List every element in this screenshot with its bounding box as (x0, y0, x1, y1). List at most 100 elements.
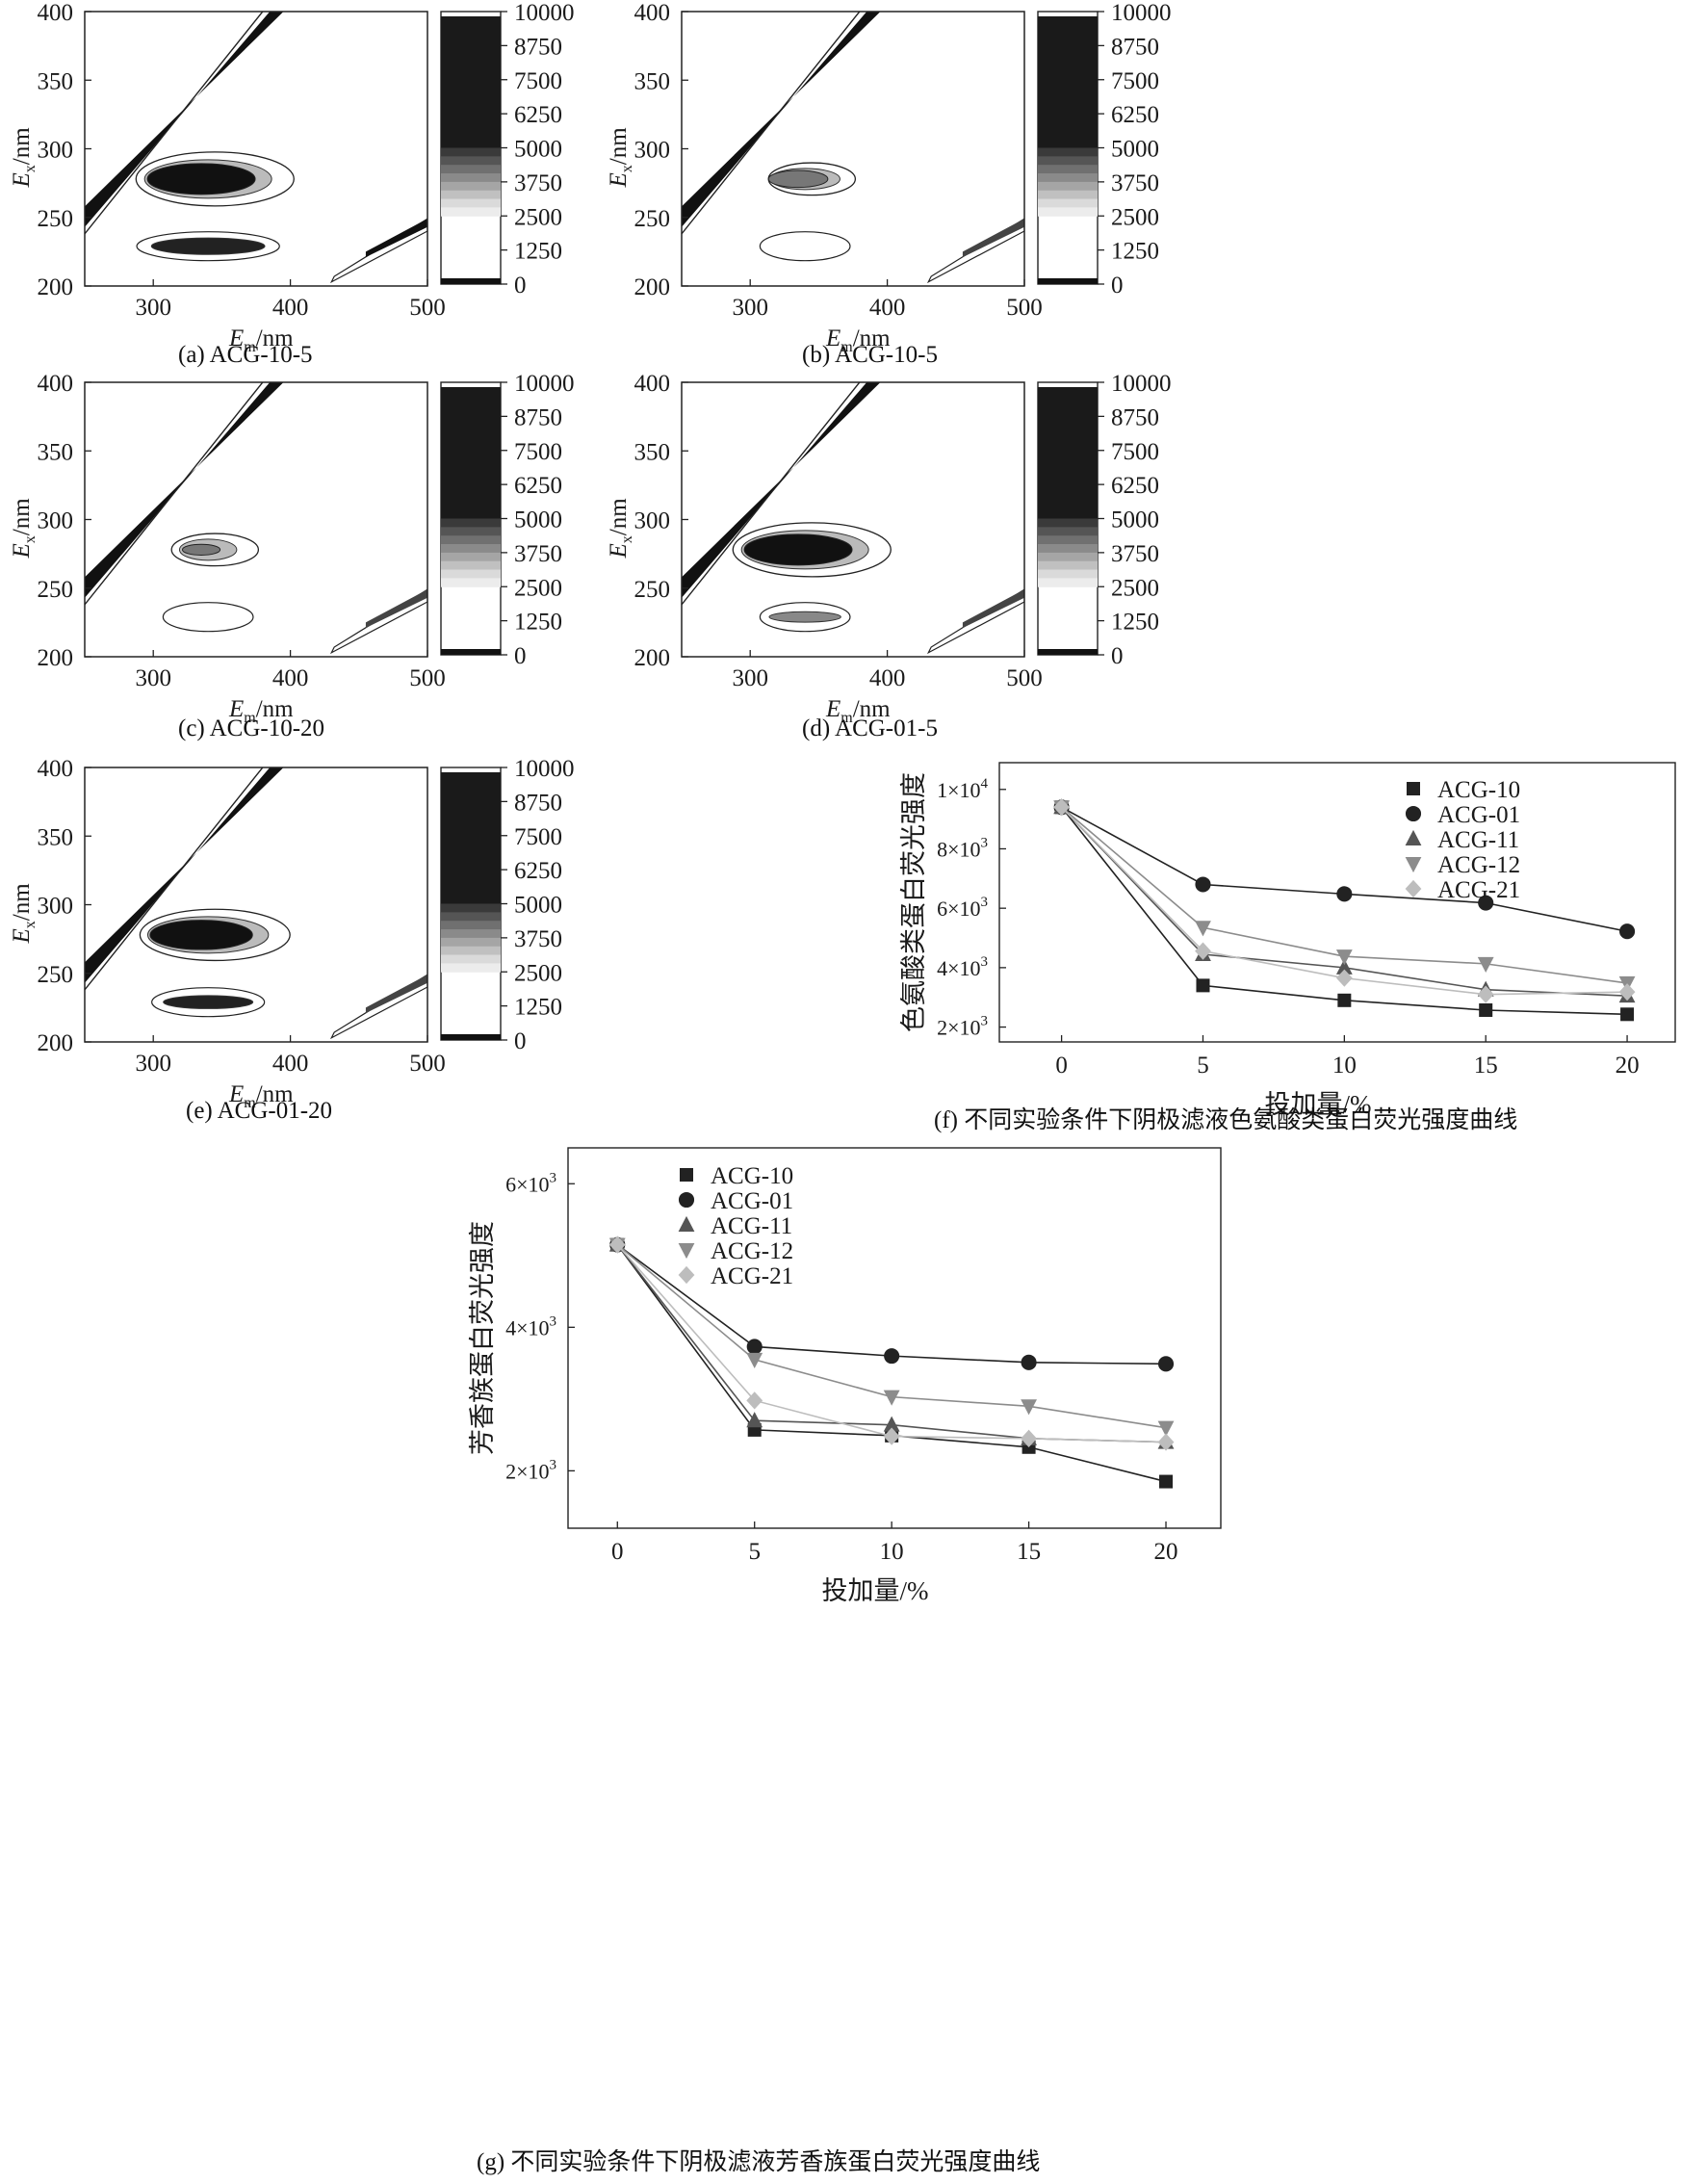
y-tick-label: 2×103 (937, 1014, 988, 1040)
colorbar-gradient-step (1038, 518, 1098, 528)
y-tick-label: 400 (38, 756, 74, 782)
x-tick-label: 10 (880, 1539, 904, 1565)
colorbar-gradient-step (441, 544, 501, 554)
colorbar-gradient-step (441, 552, 501, 562)
marker-square (1196, 978, 1210, 993)
y-tick-label: 350 (38, 824, 74, 850)
colorbar-gradient-step (1038, 190, 1098, 200)
colorbar-gradient-step (441, 518, 501, 528)
marker-square (1337, 993, 1352, 1007)
colorbar-tick-label: 10000 (1111, 371, 1172, 397)
colorbar-gradient-step (441, 190, 501, 200)
y-axis-label: Ex/nm (606, 127, 635, 189)
colorbar-tick-label: 3750 (514, 926, 562, 952)
y-tick-label: 250 (38, 206, 74, 232)
colorbar-tick-label: 5000 (1111, 137, 1159, 163)
marker-square (1620, 1007, 1635, 1022)
x-axis-label: Em/nm (228, 1081, 294, 1111)
colorbar-gradient-step (1038, 535, 1098, 545)
x-tick-label: 400 (272, 665, 309, 691)
second-order-core (365, 975, 427, 1014)
colorbar-gradient-step (441, 903, 501, 913)
y-tick-label: 4×103 (937, 954, 988, 980)
x-tick-label: 300 (135, 1051, 171, 1077)
marker-triangle-down (1157, 1420, 1175, 1437)
colorbar-gradient-step (441, 535, 501, 545)
colorbar-tick-label: 8750 (1111, 34, 1159, 60)
x-tick-label: 15 (1017, 1539, 1041, 1565)
marker-triangle-down (1335, 949, 1353, 966)
colorbar-tick-label: 7500 (514, 68, 562, 94)
colorbar-gradient-step (441, 181, 501, 192)
rayleigh-scatter-band (682, 12, 881, 227)
peak-a-outer-contour (139, 908, 291, 962)
marker-diamond (1477, 985, 1494, 1003)
y-tick-label: 350 (634, 439, 671, 465)
series-line (616, 1243, 1167, 1365)
colorbar-tick-label: 2500 (514, 204, 562, 230)
x-tick-label: 300 (732, 665, 768, 691)
colorbar-gradient-step (441, 578, 501, 587)
y-axis-label: Ex/nm (9, 127, 39, 189)
peak-b-core (150, 237, 266, 255)
colorbar-tick-label: 3750 (514, 541, 562, 567)
rayleigh-contour-line (85, 12, 264, 235)
colorbar-low-band (441, 1034, 501, 1040)
x-axis-label: Em/nm (825, 696, 891, 726)
colorbar: 10000 8750 7500 6250 5000 3750 2500 1250 0 (440, 371, 575, 669)
colorbar-tick-label: 8750 (514, 404, 562, 430)
x-tick-label: 500 (1006, 665, 1043, 691)
y-tick-label: 400 (38, 371, 74, 397)
y-tick-label: 350 (634, 68, 671, 94)
colorbar-tick-label: 10000 (1111, 0, 1172, 26)
colorbar-tick-label: 8750 (1111, 404, 1159, 430)
y-tick-label: 200 (634, 645, 671, 671)
marker-triangle-down (746, 1352, 763, 1368)
colorbar-tick-label: 7500 (1111, 68, 1159, 94)
marker-triangle-up (746, 1412, 763, 1428)
colorbar-gradient-step (1038, 578, 1098, 587)
eem-contours (85, 382, 427, 655)
colorbar-gradient-step (1038, 147, 1098, 157)
colorbar-tick-label: 1250 (1111, 239, 1159, 265)
eem-panel-e: 200 250 300 350 400 300 400 500 Em/nm Ex/nm 10000 8… (0, 756, 674, 1141)
colorbar-gradient-step (441, 937, 501, 948)
colorbar-gradient-step (441, 147, 501, 157)
legend-label: ACG-21 (711, 1263, 793, 1289)
peak-b-outer-contour (136, 231, 280, 262)
x-tick-label: 400 (869, 295, 906, 321)
colorbar-tick-label: 3750 (514, 170, 562, 196)
colorbar-tick-label: 3750 (1111, 541, 1159, 567)
y-tick-label: 200 (38, 645, 74, 671)
x-tick-label: 500 (409, 295, 446, 321)
caption-d: (d) ACG-01-5 (802, 715, 938, 741)
y-tick-label: 300 (38, 508, 74, 534)
y-tick-label: 250 (38, 577, 74, 603)
eem-plot-frame (681, 11, 1025, 287)
eem-contours (682, 12, 1024, 284)
marker-triangle-up (678, 1215, 695, 1232)
peak-a-core (181, 543, 221, 556)
colorbar-gradient-step (1038, 527, 1098, 536)
colorbar-tick-label: 0 (1111, 643, 1124, 669)
colorbar-gradient-step (441, 946, 501, 956)
x-axis-label: Em/nm (228, 696, 294, 726)
y-axis-label: Ex/nm (606, 498, 635, 559)
eem-panel-d: 200 250 300 350 400 300 400 500 Em/nm Ex/nm 10000 8… (597, 371, 1290, 756)
y-tick-label: 300 (38, 138, 74, 164)
colorbar-gradient-step (441, 963, 501, 973)
peak-b-core (768, 611, 841, 623)
series-acg-12 (608, 1237, 1175, 1437)
y-tick-label: 400 (634, 0, 671, 26)
x-axis-label: 投加量/% (1265, 1090, 1372, 1119)
line-chart-g: 0 5 10 15 20 2×103 4×103 6×103 投加量/% 芳香族蛋白荧光强度 ACG… (414, 1136, 1280, 2184)
colorbar-tick-label: 1250 (514, 239, 562, 265)
colorbar-tick-label: 2500 (514, 575, 562, 601)
line-plot-f: 0 5 10 15 20 2×103 4×103 6×103 8×103 1×104 投加量/% 色氨… (899, 762, 1676, 1119)
rayleigh-contour-line (682, 12, 861, 235)
x-tick-label: 20 (1154, 1539, 1178, 1565)
y-tick-label: 1×104 (937, 776, 988, 802)
colorbar-gradient-step (1038, 544, 1098, 554)
colorbar-tick-label: 1250 (514, 995, 562, 1021)
x-axis-label: Em/nm (825, 325, 891, 355)
